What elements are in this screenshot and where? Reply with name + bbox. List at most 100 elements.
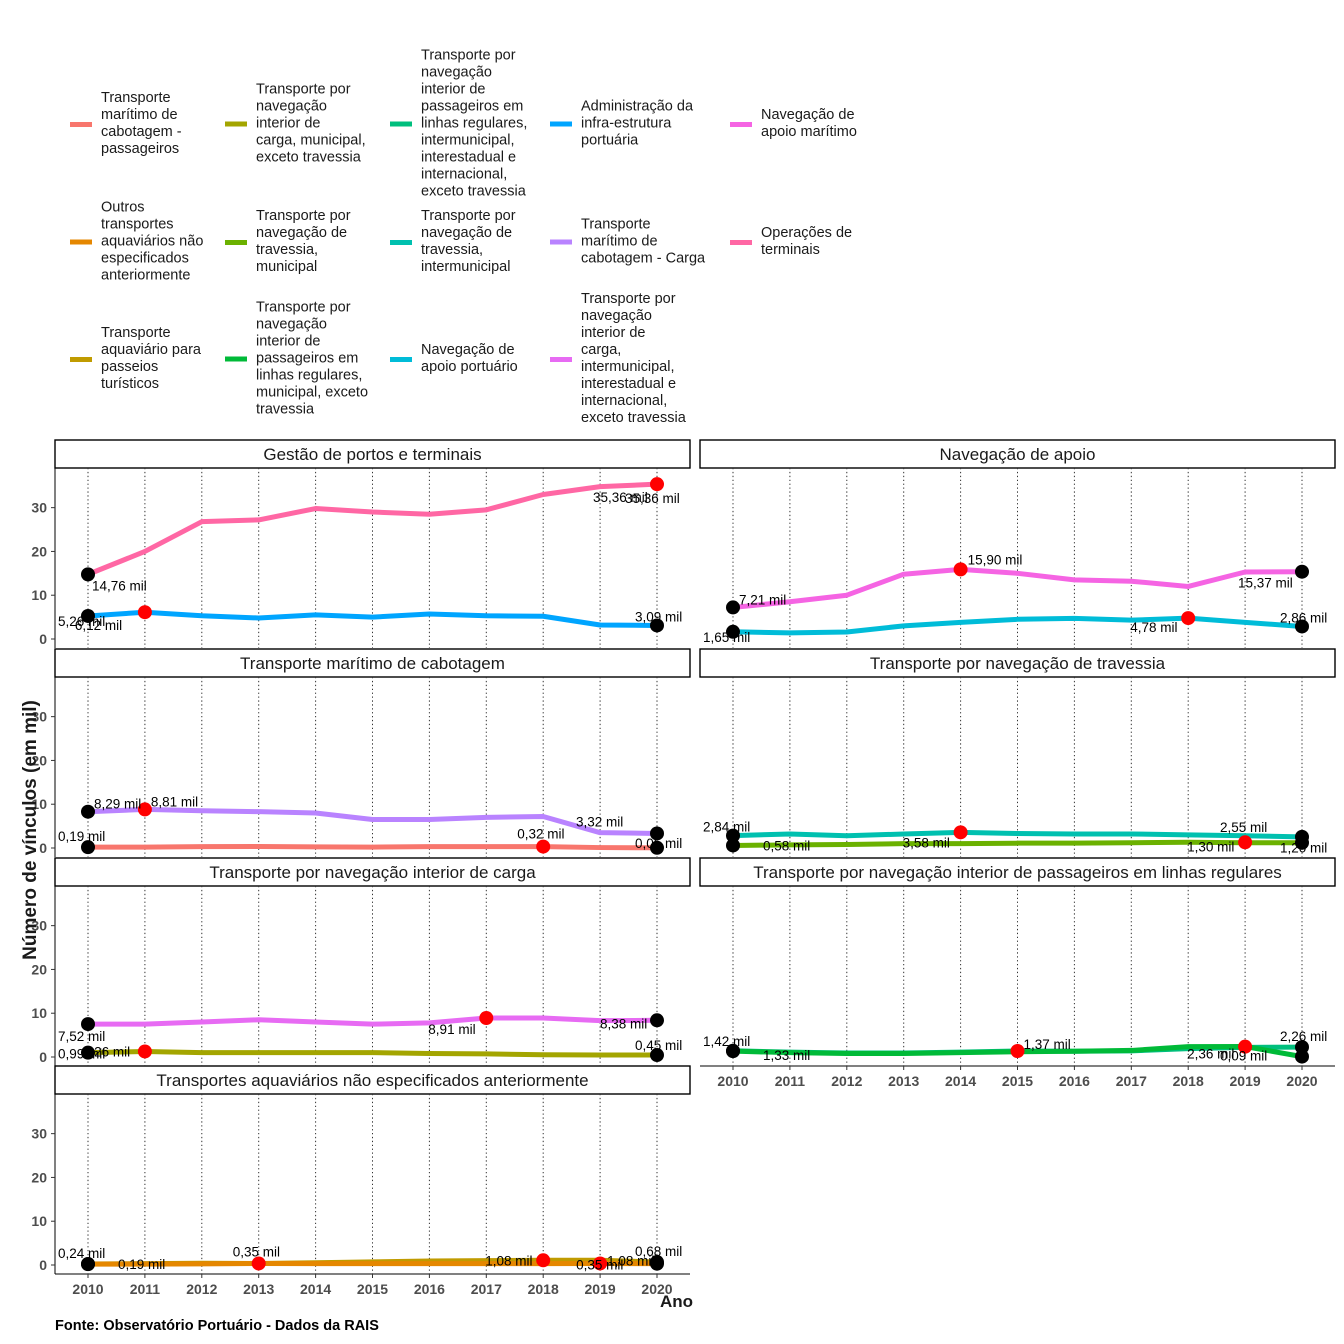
facet-title: Transporte por navegação interior de pas… bbox=[753, 863, 1282, 882]
legend-item: Operações de terminais bbox=[730, 225, 852, 259]
peak-point bbox=[1238, 835, 1253, 850]
endpoint-point bbox=[726, 1044, 740, 1059]
endpoint-point bbox=[81, 1257, 95, 1272]
x-tick-label: 2019 bbox=[585, 1281, 616, 1297]
facet-title: Transporte por navegação interior de car… bbox=[209, 863, 536, 882]
facet-panel: Navegação de apoio 7,21 mil 1,65 mil 15,90 … bbox=[699, 439, 1336, 648]
series-line bbox=[85, 609, 660, 628]
peak-point bbox=[479, 1010, 494, 1025]
legend-swatch bbox=[225, 121, 247, 127]
x-tick-label: 2015 bbox=[357, 1281, 388, 1297]
x-tick-label: 2014 bbox=[300, 1281, 331, 1297]
legend-swatch bbox=[550, 356, 572, 362]
data-label: 3,32 mil bbox=[576, 814, 623, 829]
peak-point bbox=[953, 562, 968, 577]
endpoint-point bbox=[726, 838, 740, 853]
legend-swatch bbox=[550, 239, 572, 245]
series-line bbox=[730, 615, 1305, 636]
endpoint-point bbox=[650, 618, 664, 633]
data-label: 4,78 mil bbox=[1130, 620, 1177, 635]
endpoint-point bbox=[650, 1013, 664, 1028]
endpoint-point bbox=[1295, 564, 1309, 579]
series-line bbox=[85, 843, 660, 851]
series-line bbox=[85, 806, 660, 836]
series-line bbox=[85, 481, 660, 577]
x-tick-label: 2019 bbox=[1230, 1073, 1261, 1089]
data-label: 1,33 mil bbox=[763, 1048, 810, 1063]
data-label: 0,58 mil bbox=[763, 838, 810, 853]
peak-point bbox=[137, 802, 152, 817]
data-label: 1,08 mil bbox=[607, 1253, 654, 1268]
endpoint-point bbox=[726, 600, 740, 615]
data-label: 1,30 mil bbox=[1187, 839, 1234, 854]
facet-title: Navegação de apoio bbox=[940, 445, 1096, 464]
data-label: 14,76 mil bbox=[92, 578, 147, 593]
data-label: 0,35 mil bbox=[233, 1244, 280, 1259]
data-label: 35,36 mil bbox=[593, 490, 648, 505]
x-tick-label: 2018 bbox=[528, 1281, 559, 1297]
legend-label: Transporte por navegação de travessia, m… bbox=[256, 208, 351, 275]
legend-swatch bbox=[70, 356, 92, 362]
y-axis-title: Número de vínculos (em mil) bbox=[20, 700, 41, 960]
endpoint-point bbox=[81, 1017, 95, 1032]
data-label: 8,91 mil bbox=[428, 1022, 475, 1037]
data-label: 7,52 mil bbox=[58, 1029, 105, 1044]
legend-swatch bbox=[70, 239, 92, 245]
peak-point bbox=[137, 1044, 152, 1059]
data-label: 5,26 mil bbox=[58, 614, 105, 629]
legend-swatch bbox=[390, 239, 412, 245]
data-label: 0,45 mil bbox=[635, 1038, 682, 1053]
legend: Transporte marítimo de cabotagem - passa… bbox=[70, 40, 890, 426]
x-tick-label: 2020 bbox=[641, 1281, 672, 1297]
facet-strip bbox=[699, 439, 1336, 469]
x-tick-label: 2017 bbox=[471, 1281, 502, 1297]
data-label: 0,68 mil bbox=[635, 1244, 682, 1259]
y-tick-label: 20 bbox=[31, 543, 47, 559]
series-line bbox=[730, 839, 1305, 848]
y-axis-title-text: Número de vínculos (em mil) bbox=[20, 700, 41, 960]
peak-point bbox=[1238, 1039, 1253, 1054]
legend-label: Transporte por navegação de travessia, i… bbox=[421, 208, 516, 275]
data-label: 1,26 mil bbox=[83, 1044, 130, 1059]
x-tick-label: 2017 bbox=[1116, 1073, 1147, 1089]
data-label: 1,37 mil bbox=[1024, 1037, 1071, 1052]
data-label: 7,21 mil bbox=[739, 592, 786, 607]
data-label: 8,81 mil bbox=[151, 794, 198, 809]
facet-strip bbox=[699, 857, 1336, 887]
y-tick-label: 30 bbox=[31, 1126, 47, 1142]
endpoint-point bbox=[81, 840, 95, 855]
legend-label: Operações de terminais bbox=[761, 225, 853, 258]
peak-point bbox=[536, 1253, 551, 1268]
x-tick-label: 2020 bbox=[1286, 1073, 1317, 1089]
data-label: 0,99 mil bbox=[58, 1047, 105, 1062]
facet-panel: Transporte marítimo de cabotagem 0 10 20 30 8… bbox=[31, 648, 691, 857]
y-tick-label: 20 bbox=[31, 752, 47, 768]
y-tick-label: 0 bbox=[39, 1049, 47, 1065]
data-label: 0,05 mil bbox=[635, 836, 682, 851]
peak-point bbox=[1181, 611, 1196, 626]
data-label: 15,37 mil bbox=[1238, 576, 1293, 591]
facet-panel: Transportes aquaviários não especificado… bbox=[31, 1065, 691, 1297]
x-tick-label: 2012 bbox=[186, 1281, 217, 1297]
data-label: 0,19 mil bbox=[118, 1257, 165, 1272]
legend-item: Transporte por navegação interior de pas… bbox=[390, 48, 527, 201]
facet-title: Transporte marítimo de cabotagem bbox=[240, 654, 505, 673]
endpoint-point bbox=[650, 840, 664, 855]
x-tick-label: 2013 bbox=[243, 1281, 274, 1297]
legend-label: Transporte por navegação interior de pas… bbox=[256, 299, 369, 418]
legend-item: Administração da infra-estrutura portuár… bbox=[550, 99, 693, 150]
series-line bbox=[730, 566, 1305, 610]
caption: Fonte: Observatório Portuário - Dados da… bbox=[55, 1318, 379, 1334]
facet-panel: Gestão de portos e terminais 0 10 20 30 14,76… bbox=[31, 439, 691, 648]
legend-label: Navegação de apoio portuário bbox=[421, 342, 518, 375]
legend-item: Transporte por navegação de travessia, m… bbox=[225, 208, 351, 276]
x-tick-label: 2015 bbox=[1002, 1073, 1033, 1089]
data-label: 1,20 mil bbox=[1280, 841, 1327, 856]
data-label: 35,36 mil bbox=[625, 491, 680, 506]
facet-strip bbox=[54, 648, 691, 678]
data-label: 15,90 mil bbox=[968, 552, 1023, 567]
y-tick-label: 0 bbox=[39, 840, 47, 856]
endpoint-point bbox=[81, 608, 95, 623]
y-tick-label: 30 bbox=[31, 500, 47, 516]
